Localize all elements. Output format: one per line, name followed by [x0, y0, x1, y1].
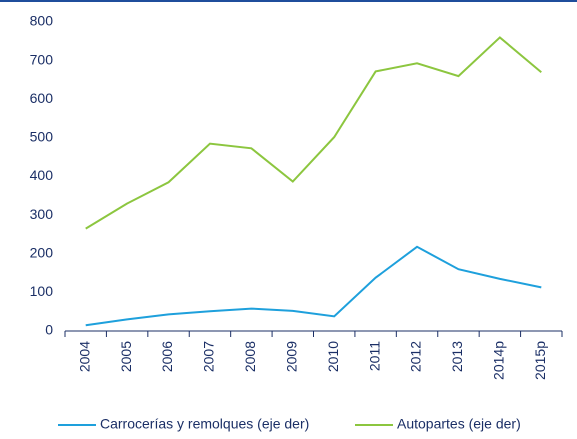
legend-label: Carrocerías y remolques (eje der) [100, 416, 309, 432]
x-tick-label: 2010 [325, 341, 341, 372]
x-tick-label: 2012 [408, 341, 424, 372]
x-tick-label: 2015p [532, 341, 548, 380]
x-tick-label: 2008 [242, 341, 258, 372]
y-tick-label: 600 [30, 90, 54, 106]
y-tick-label: 0 [45, 322, 53, 338]
y-tick-label: 800 [30, 13, 54, 29]
x-tick-label: 2009 [283, 341, 299, 372]
y-tick-label: 500 [30, 129, 54, 145]
y-tick-label: 400 [30, 167, 54, 183]
y-tick-label: 200 [30, 244, 54, 260]
legend-label: Autopartes (eje der) [397, 416, 521, 432]
x-tick-label: 2005 [118, 341, 134, 372]
x-tick-label: 2004 [76, 341, 92, 372]
y-tick-label: 100 [30, 283, 54, 299]
y-tick-label: 700 [30, 51, 54, 67]
x-tick-label: 2011 [366, 341, 382, 371]
x-tick-label: 2007 [201, 341, 217, 372]
x-tick-label: 2014p [491, 341, 507, 380]
y-tick-label: 300 [30, 206, 54, 222]
top-border [0, 0, 577, 2]
series-line [85, 36, 542, 230]
x-tick-label: 2013 [449, 341, 465, 372]
series-line [85, 245, 542, 327]
x-tick-label: 2006 [159, 341, 175, 372]
